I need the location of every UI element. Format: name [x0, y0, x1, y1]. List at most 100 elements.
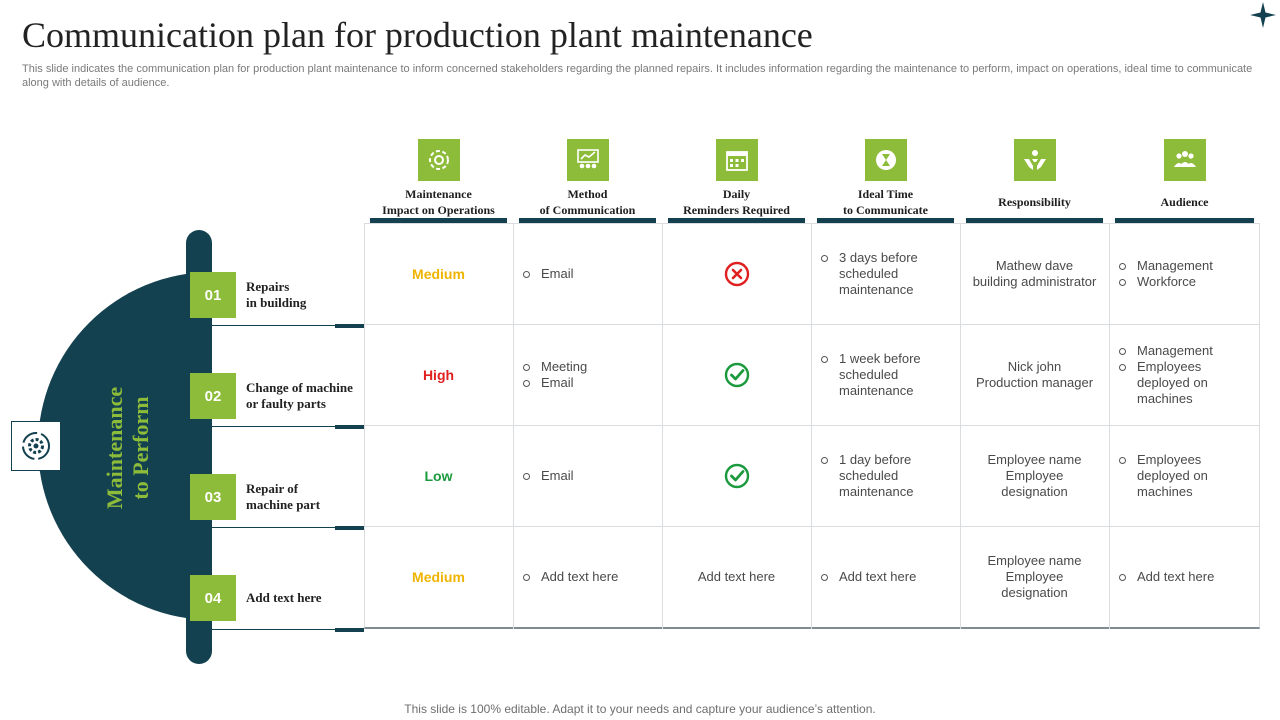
check-icon [724, 362, 750, 388]
row-label: Repairs in building [246, 279, 307, 310]
ideal-time-list: Add text here [819, 569, 916, 585]
method-list: Add text here [521, 569, 618, 585]
row-separator-bar [335, 425, 364, 429]
list-item: Management [1117, 258, 1213, 274]
audience-cell: Management Workforce [1109, 223, 1260, 324]
method-list: Meeting Email [521, 359, 587, 391]
responsibility-cell: Mathew dave building administrator [960, 223, 1109, 324]
list-item: Email [521, 375, 587, 391]
column-header-bar [966, 218, 1103, 223]
audience-list: Add text here [1117, 569, 1214, 585]
row-number-badge: 04 [190, 575, 236, 621]
grid-row-divider [364, 324, 1260, 325]
ideal-time-cell: 1 day before scheduled maintenance [811, 425, 960, 526]
column-header-bar [370, 218, 507, 223]
hands-icon [1022, 147, 1048, 173]
plan-table [364, 223, 1260, 629]
column-header: Ideal Time to Communicate [843, 187, 928, 217]
list-item: Workforce [1117, 274, 1213, 290]
responsibility-text: Employee name Employee designation [987, 553, 1082, 600]
list-item: Employees deployed on machines [1117, 359, 1213, 407]
star-icon [1250, 2, 1276, 28]
column-header-bar [668, 218, 805, 223]
audience-cell: Employees deployed on machines [1109, 425, 1260, 526]
reminder-text: Add text here [697, 569, 776, 584]
row-separator-bar [335, 324, 364, 328]
gear-cycle-icon [22, 432, 50, 460]
grid-row-divider [364, 526, 1260, 527]
impact-cell: High [364, 324, 513, 425]
column-icon-tile [1013, 139, 1056, 181]
responsibility-text: Mathew dave building administrator [972, 257, 1097, 289]
method-cell: Add text here [513, 526, 662, 628]
calendar-icon [724, 147, 750, 173]
reminder-cell [662, 425, 811, 526]
list-item: Email [521, 266, 574, 282]
impact-level: Medium [412, 569, 465, 585]
reminder-cell [662, 324, 811, 425]
column-icon-tile [417, 139, 460, 181]
grid-row-divider [364, 425, 1260, 426]
check-icon [724, 463, 750, 489]
cross-icon [724, 261, 750, 287]
ideal-time-list: 1 week before scheduled maintenance [819, 351, 921, 399]
slide-title: Communication plan for production plant … [22, 15, 813, 55]
row-separator-line [212, 629, 364, 630]
impact-level: Medium [412, 265, 465, 282]
list-item: 3 days before scheduled maintenance [819, 250, 918, 298]
column-icon-tile [566, 139, 609, 181]
column-icon-tile [715, 139, 758, 181]
reminder-cell [662, 223, 811, 324]
column-header-bar [1115, 218, 1254, 223]
list-item: Add text here [521, 569, 618, 585]
slide-subtitle: This slide indicates the communication p… [22, 63, 1253, 89]
list-item: Add text here [819, 569, 916, 585]
hub-box [11, 421, 61, 471]
audience-cell: Add text here [1109, 526, 1260, 628]
audience-cell: Management Employees deployed on machines [1109, 324, 1260, 425]
method-cell: Email [513, 425, 662, 526]
ideal-time-cell: 3 days before scheduled maintenance [811, 223, 960, 324]
list-item: 1 day before scheduled maintenance [819, 452, 913, 500]
ideal-time-list: 1 day before scheduled maintenance [819, 452, 913, 500]
method-list: Email [521, 468, 574, 484]
responsibility-cell: Employee name Employee designation [960, 425, 1109, 526]
column-header: Responsibility [998, 195, 1071, 209]
column-header-bar [817, 218, 954, 223]
column-header: Maintenance Impact on Operations [382, 187, 495, 217]
row-separator-bar [335, 526, 364, 530]
row-label: Add text here [246, 590, 322, 605]
list-item: Management [1117, 343, 1213, 359]
grid-column-divider [960, 223, 961, 629]
responsibility-text: Employee name Employee designation [987, 451, 1082, 499]
team-chart-icon [575, 147, 601, 173]
grid-column-divider [513, 223, 514, 629]
list-item: Employees deployed on machines [1117, 452, 1208, 500]
ideal-time-cell: Add text here [811, 526, 960, 628]
impact-level: High [422, 366, 455, 383]
column-header-bar [519, 218, 656, 223]
hourglass-icon [873, 147, 899, 173]
ideal-time-cell: 1 week before scheduled maintenance [811, 324, 960, 425]
list-item: Meeting [521, 359, 587, 375]
method-cell: Meeting Email [513, 324, 662, 425]
responsibility-cell: Nick john Production manager [960, 324, 1109, 425]
impact-cell: Medium [364, 223, 513, 324]
list-item: Add text here [1117, 569, 1214, 585]
responsibility-cell: Employee name Employee designation [960, 526, 1109, 628]
grid-column-divider [662, 223, 663, 629]
column-header: Method of Communication [539, 187, 636, 217]
grid-column-divider [1109, 223, 1110, 629]
responsibility-text: Nick john Production manager [975, 358, 1094, 390]
column-icon-tile [1163, 139, 1206, 181]
row-separator-line [212, 325, 364, 326]
row-separator-bar [335, 628, 364, 632]
reminder-cell: Add text here [662, 526, 811, 628]
list-item: Email [521, 468, 574, 484]
maintenance-to-perform-label: Maintenance to Perform [102, 387, 154, 509]
label-line-1: Maintenance [102, 386, 127, 510]
impact-cell: Low [364, 425, 513, 526]
method-list: Email [521, 266, 574, 282]
method-cell: Email [513, 223, 662, 324]
audience-list: Management Workforce [1117, 258, 1213, 290]
